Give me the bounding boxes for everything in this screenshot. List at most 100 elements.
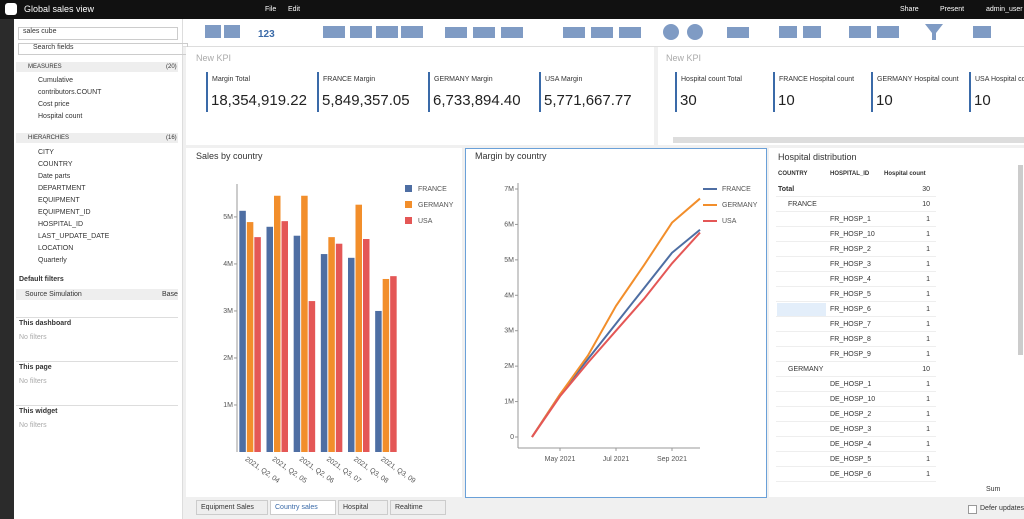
kpi-panel [186, 47, 654, 145]
row-hospital: DE_HOSP_6 [830, 471, 872, 478]
row-count: 1 [926, 351, 930, 358]
tab[interactable]: Equipment Sales [196, 500, 268, 515]
row-country[interactable]: GERMANY [788, 366, 824, 373]
kpi-value: 10 [974, 92, 991, 109]
bar-panel [186, 148, 462, 497]
user[interactable]: admin_user [986, 6, 1023, 13]
filter-section [16, 317, 178, 318]
measure-item[interactable]: Hospital count [38, 113, 83, 120]
hierarchy-item[interactable]: Quarterly [38, 257, 67, 264]
row-line [776, 376, 936, 377]
row-hospital: DE_HOSP_1 [830, 381, 872, 388]
aggregation[interactable]: Sum [986, 486, 1001, 493]
column-header: COUNTRY [778, 171, 808, 177]
row-line [776, 196, 936, 197]
kpi-title: New KPI [666, 53, 702, 63]
table-scrollbar[interactable] [1018, 165, 1023, 355]
measure-item[interactable]: Cumulative [38, 77, 74, 84]
kpi-bar [539, 72, 541, 112]
logo[interactable] [5, 3, 17, 15]
kpi-label: GERMANY Hospital count [877, 76, 959, 83]
row-count: 1 [926, 306, 930, 313]
measures-label: MEASURES [28, 64, 62, 70]
row-line [776, 226, 936, 227]
source-row[interactable] [16, 289, 178, 300]
row-country[interactable]: Total [778, 186, 795, 193]
hierarchy-item[interactable]: LOCATION [38, 245, 74, 252]
row-line [776, 256, 936, 257]
kpi-label: FRANCE Hospital count [779, 76, 855, 83]
row-line [776, 316, 936, 317]
row-hospital: FR_HOSP_7 [830, 321, 871, 328]
defer-checkbox[interactable] [968, 505, 977, 514]
section-empty: No filters [19, 422, 47, 429]
cube-select[interactable]: sales cube [18, 27, 178, 40]
row-count: 1 [926, 231, 930, 238]
sidebar [14, 19, 183, 519]
row-count: 1 [926, 456, 930, 463]
kpi-bar [428, 72, 430, 112]
column-header: Hospital count [884, 171, 926, 177]
kpi-label: FRANCE Margin [323, 76, 376, 83]
search-field[interactable]: Search fields [18, 43, 188, 55]
row-count: 1 [926, 426, 930, 433]
row-line [776, 406, 936, 407]
defer-updates[interactable]: Defer updates [980, 505, 1024, 512]
share[interactable]: Share [900, 6, 919, 13]
row-count: 1 [926, 396, 930, 403]
row-count: 1 [926, 471, 930, 478]
measure-item[interactable]: Cost price [38, 101, 70, 108]
kpi-panel [658, 47, 1024, 145]
kpi-label: USA Hospital count [975, 76, 1024, 83]
toolbar-number-icon[interactable]: 123 [258, 29, 275, 40]
row-count: 1 [926, 261, 930, 268]
kpi-title: New KPI [196, 53, 232, 63]
measure-item[interactable]: contributors.COUNT [38, 89, 102, 96]
tab[interactable]: Hospital [338, 500, 388, 515]
source-value: Base [162, 291, 178, 298]
row-line [776, 436, 936, 437]
row-hospital: FR_HOSP_8 [830, 336, 871, 343]
row-line [776, 451, 936, 452]
source-label: Source Simulation [25, 291, 82, 298]
row-count: 1 [926, 336, 930, 343]
row-hospital: FR_HOSP_5 [830, 291, 871, 298]
hierarchy-item[interactable]: CITY [38, 149, 54, 156]
section-title: This dashboard [19, 320, 72, 327]
row-hospital: FR_HOSP_4 [830, 276, 871, 283]
row-count: 1 [926, 216, 930, 223]
present[interactable]: Present [940, 6, 965, 13]
tab[interactable]: Realtime [390, 500, 446, 515]
menu-edit[interactable]: Edit [288, 6, 301, 13]
row-hospital: FR_HOSP_3 [830, 261, 871, 268]
menu-file[interactable]: File [265, 6, 277, 13]
hierarchies-header[interactable] [16, 133, 178, 143]
row-count: 1 [926, 246, 930, 253]
hierarchy-item[interactable]: COUNTRY [38, 161, 73, 168]
hierarchy-item[interactable]: EQUIPMENT [38, 197, 80, 204]
default-filters: Default filters [19, 276, 64, 283]
kpi-scrollbar[interactable] [673, 137, 1024, 143]
kpi-value: 18,354,919.22 [211, 92, 307, 109]
kpi-value: 5,849,357.05 [322, 92, 410, 109]
hierarchy-item[interactable]: Date parts [38, 173, 71, 180]
row-hospital: DE_HOSP_3 [830, 426, 872, 433]
hierarchy-item[interactable]: LAST_UPDATE_DATE [38, 233, 110, 240]
row-hospital: FR_HOSP_2 [830, 246, 871, 253]
kpi-bar [871, 72, 873, 112]
hierarchy-item[interactable]: DEPARTMENT [38, 185, 86, 192]
selected-cell [777, 303, 826, 316]
row-line [776, 271, 936, 272]
row-hospital: FR_HOSP_1 [830, 216, 871, 223]
hierarchy-item[interactable]: HOSPITAL_ID [38, 221, 83, 228]
kpi-label: Hospital count Total [681, 76, 742, 83]
row-count: 1 [926, 381, 930, 388]
row-country[interactable]: FRANCE [788, 201, 817, 208]
measures-header[interactable] [16, 62, 178, 72]
hierarchy-item[interactable]: EQUIPMENT_ID [38, 209, 91, 216]
row-hospital: FR_HOSP_10 [830, 231, 875, 238]
kpi-label: Margin Total [212, 76, 251, 83]
tab[interactable]: Country sales [270, 500, 336, 515]
row-hospital: DE_HOSP_4 [830, 441, 872, 448]
